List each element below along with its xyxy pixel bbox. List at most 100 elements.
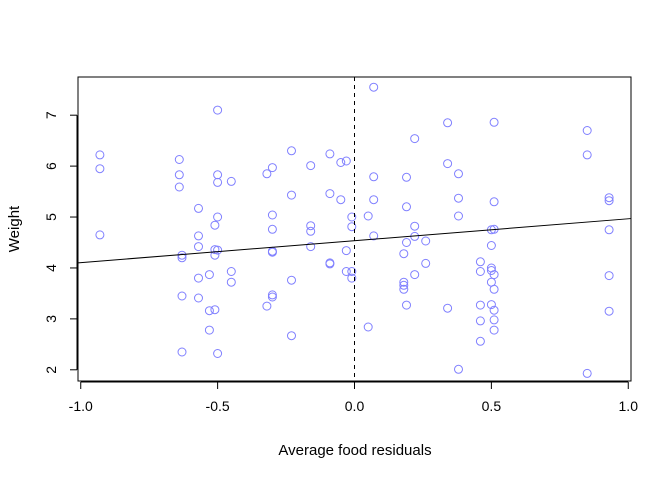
data-point [287, 331, 296, 341]
data-point [410, 134, 420, 144]
data-point [194, 231, 203, 241]
data-point [177, 291, 187, 301]
data-point [475, 336, 485, 346]
data-point [226, 176, 236, 186]
data-point [213, 170, 223, 180]
data-point [443, 303, 453, 313]
data-point [325, 259, 335, 269]
data-point [177, 347, 187, 357]
data-point [306, 226, 316, 236]
data-point [347, 212, 357, 222]
data-point [489, 325, 499, 335]
data-point [369, 231, 379, 241]
data-point [210, 220, 220, 230]
data-point [174, 182, 184, 192]
data-point [267, 224, 277, 234]
x-tick-label: 0.5 [482, 398, 502, 414]
data-point [475, 257, 485, 267]
data-point [267, 290, 277, 300]
x-axis-label: Average food residuals [278, 442, 431, 459]
data-point [489, 315, 499, 325]
data-point [347, 267, 357, 276]
data-point [204, 325, 214, 335]
data-point [177, 253, 187, 263]
data-point [174, 170, 184, 180]
data-point [363, 211, 373, 221]
y-tick-label: 2 [43, 366, 59, 374]
y-axis: 2 3 4 5 6 7 [43, 111, 78, 374]
data-point [226, 277, 236, 287]
data-point [410, 270, 420, 280]
data-point [287, 190, 296, 200]
data-point [604, 193, 614, 203]
data-point [369, 195, 379, 205]
data-point [267, 292, 277, 302]
data-point [402, 238, 411, 247]
data-point [582, 126, 592, 135]
data-point [402, 172, 411, 182]
points-layer [95, 82, 614, 378]
data-point [336, 195, 346, 205]
data-point [454, 211, 463, 221]
x-tick-label: -1.0 [69, 398, 93, 414]
data-point [287, 146, 296, 156]
data-point [213, 105, 223, 115]
data-point [347, 222, 357, 232]
data-point [421, 236, 431, 246]
data-point [454, 364, 463, 374]
data-point [341, 156, 351, 166]
data-point [454, 169, 463, 179]
data-point [363, 322, 373, 332]
data-point [306, 221, 316, 231]
data-point [604, 196, 614, 206]
data-point [204, 306, 214, 316]
data-point [213, 177, 223, 187]
x-tick-label: 0.0 [345, 398, 365, 414]
data-point [95, 230, 105, 240]
data-point [369, 172, 379, 182]
data-point [194, 203, 203, 213]
data-point [486, 300, 496, 310]
data-point [402, 300, 411, 310]
data-point [582, 150, 592, 160]
data-point [410, 221, 420, 231]
data-point [95, 164, 105, 174]
data-point [306, 242, 316, 252]
data-point [421, 258, 431, 268]
data-point [341, 246, 351, 256]
data-point [306, 161, 316, 171]
data-point [267, 210, 277, 220]
data-point [489, 117, 499, 127]
data-point [489, 305, 499, 315]
y-tick-label: 4 [43, 264, 59, 272]
data-point [336, 158, 346, 167]
data-point [287, 275, 296, 285]
data-point [226, 267, 236, 276]
data-point [604, 225, 614, 235]
y-tick-label: 7 [43, 111, 59, 119]
data-point [582, 368, 592, 378]
data-point [325, 189, 335, 199]
data-point [399, 249, 409, 259]
data-point [267, 247, 277, 257]
data-point [443, 118, 453, 128]
data-point [489, 284, 499, 294]
data-point [325, 149, 335, 159]
data-point [95, 150, 105, 160]
data-point [194, 293, 203, 303]
data-point [369, 82, 379, 92]
data-point [347, 273, 357, 283]
y-axis-label: Weight [6, 205, 23, 252]
data-point [262, 169, 272, 179]
data-point [454, 193, 463, 203]
data-point [267, 163, 277, 173]
data-point [194, 242, 203, 252]
data-point [402, 202, 411, 212]
data-point [489, 270, 499, 280]
data-point [210, 305, 220, 315]
data-point [213, 245, 223, 255]
data-point [210, 250, 220, 260]
data-point [489, 197, 499, 207]
data-point [399, 284, 409, 294]
